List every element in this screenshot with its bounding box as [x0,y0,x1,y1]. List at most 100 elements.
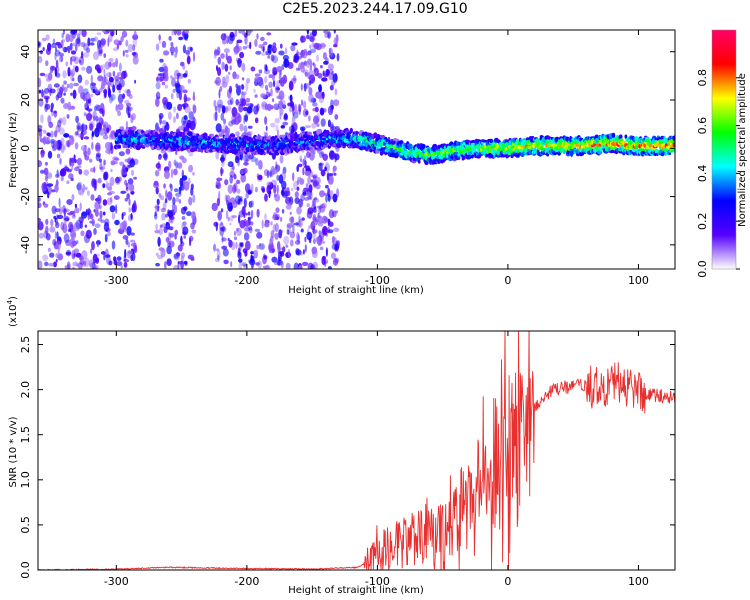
spectrogram-noise-cell [174,53,178,58]
spectrogram-noise-cell [227,184,234,194]
spectrogram-noise-cell [69,56,73,66]
spectrogram-noise-cell [157,236,161,247]
spectrogram-noise-cell [61,38,66,43]
spectrogram-noise-cell [306,61,311,68]
spectrogram-noise-cell [130,243,136,247]
spectrogram-noise-cell [38,221,44,231]
spectrogram-noise-cell [233,230,237,236]
spectrogram-noise-cell [304,236,307,243]
spectrogram-noise-cell [73,248,80,254]
spectrogram-noise-cell [91,218,95,227]
spectrogram-noise-cell [162,96,168,106]
spectrogram-noise-cell [157,91,160,98]
spectrogram-noise-cell [53,215,57,220]
spectrogram-noise-cell [113,39,120,46]
spectrogram-signal-cell [534,151,538,155]
spectrogram-noise-cell [272,214,279,221]
spectrogram-noise-cell [269,238,273,246]
spectrogram-noise-cell [44,103,48,113]
spectrogram-signal-cell [384,136,388,140]
spectrogram-noise-cell [125,238,129,245]
spectrogram-signal-cell [194,147,198,152]
spectrogram-noise-cell [155,223,158,231]
spectrogram-noise-cell [327,229,334,234]
spectrogram-noise-cell [97,178,102,184]
spectrogram-noise-cell [189,120,196,131]
spectrogram-noise-cell [261,219,264,229]
spectrogram-noise-cell [220,33,227,41]
spectrogram-noise-cell [318,91,323,100]
spectrogram-noise-cell [158,40,162,44]
spectrogram-signal-cell [552,139,556,143]
spectrogram-noise-cell [307,175,311,185]
spectrogram-noise-cell [89,262,95,269]
spectrogram-noise-cell [87,37,91,47]
spectrogram-noise-cell [174,188,179,193]
spectrogram-noise-cell [332,258,339,266]
spectrogram-noise-cell [230,261,233,268]
spectrogram-noise-cell [78,85,84,95]
spectrogram-noise-cell [239,242,244,248]
spectrogram-noise-cell [250,209,254,219]
spectrogram-noise-cell [43,167,49,176]
spectrogram-noise-cell [183,260,188,265]
spectrogram-noise-cell [284,47,288,55]
spectrogram-noise-cell [308,237,312,244]
spectrogram-noise-cell [288,80,294,91]
spectrogram-noise-cell [291,42,298,46]
spectrogram-noise-cell [320,118,326,127]
spectrogram-noise-cell [42,254,49,262]
spectrogram-noise-cell [220,226,225,232]
spectrogram-noise-cell [113,259,118,266]
spectrogram-noise-cell [99,162,103,170]
spectrogram-noise-cell [250,200,253,209]
spectrogram-noise-cell [103,53,106,58]
spectrogram-noise-cell [259,243,262,247]
spectrogram-noise-cell [125,120,129,130]
spectrogram-noise-cell [50,138,56,144]
spectrogram-noise-cell [95,154,101,162]
spectrogram-noise-cell [175,151,178,155]
spectrogram-noise-cell [47,42,52,52]
spectrogram-noise-cell [264,222,270,228]
spectrogram-noise-cell [167,191,173,201]
spectrogram-noise-cell [223,48,230,54]
spectrogram-noise-cell [232,200,238,208]
spectrogram-noise-cell [114,157,120,161]
spectrogram-noise-cell [173,168,178,176]
spectrogram-noise-cell [83,136,90,140]
spectrogram-noise-cell [301,217,305,221]
spectrogram-noise-cell [156,198,160,206]
spectrogram-noise-cell [118,176,122,180]
spectrogram-noise-cell [216,46,221,56]
spectrogram-noise-cell [312,213,317,222]
spectrogram-noise-cell [255,262,260,266]
spectrogram-noise-cell [84,79,90,86]
spectrogram-noise-cell [310,221,316,231]
spectrogram-noise-cell [235,99,240,106]
spectrogram-noise-cell [289,94,293,103]
spectrogram-noise-cell [43,129,47,134]
spectrogram-noise-cell [111,212,116,220]
spectrogram-noise-cell [84,91,91,100]
spectrogram-noise-cell [59,52,65,57]
spectrogram-noise-cell [318,206,322,215]
spectrogram-noise-cell [45,227,49,232]
spectrogram-noise-cell [120,190,127,194]
spectrogram-noise-cell [183,115,188,120]
spectrogram-noise-cell [62,70,67,79]
spectrogram-signal-cell [607,147,611,152]
spectrogram-noise-cell [274,193,281,202]
spectrogram-noise-cell [164,170,170,180]
spectrogram-noise-cell [213,112,218,122]
spectrogram-noise-cell [81,30,87,38]
spectrogram-noise-cell [38,89,42,94]
colorbar-tick-label: 0.8 [696,69,709,87]
y-tick-label: 1.0 [19,471,32,489]
spectrogram-noise-cell [97,218,103,222]
spectrogram-noise-cell [185,49,191,56]
spectrogram-noise-cell [83,112,87,117]
spectrogram-noise-cell [280,99,286,108]
spectrogram-noise-cell [217,210,222,221]
spectrogram-noise-cell [73,56,80,65]
